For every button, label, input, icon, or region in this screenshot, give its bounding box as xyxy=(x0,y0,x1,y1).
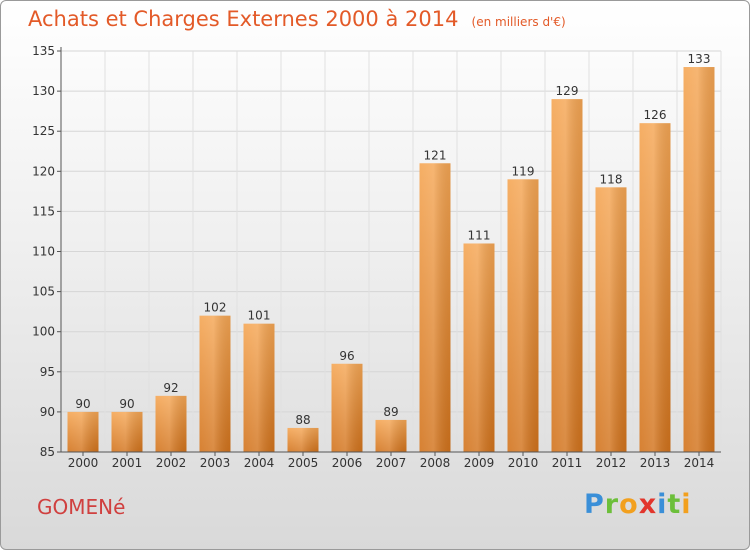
bar-2007 xyxy=(375,419,407,452)
x-tick-label: 2008 xyxy=(420,456,451,470)
logo-letter: r xyxy=(604,489,620,520)
x-tick-label: 2007 xyxy=(376,456,407,470)
y-tick-label: 95 xyxy=(40,365,55,379)
axes: 85 90 95 100 105 110 115 120 125 130 135 2000 2001 20… xyxy=(32,44,721,470)
x-tick-label: 2004 xyxy=(244,456,275,470)
bar-value-label: 96 xyxy=(339,349,354,363)
x-tick-label: 2011 xyxy=(552,456,583,470)
bar-2004 xyxy=(243,323,275,452)
chart-subtitle: (en milliers d'€) xyxy=(471,15,566,29)
logo-letter: P xyxy=(584,489,605,520)
bar-value-label: 121 xyxy=(424,148,447,162)
y-tick-label: 130 xyxy=(32,84,55,98)
bar-shade xyxy=(111,411,143,452)
bar-shade xyxy=(507,179,539,452)
bar-2003 xyxy=(199,315,231,452)
bar-2010 xyxy=(507,179,539,452)
y-tick-label: 100 xyxy=(32,325,55,339)
bar-shade xyxy=(67,411,99,452)
x-tick-label: 2012 xyxy=(596,456,627,470)
x-tick-label: 2005 xyxy=(288,456,319,470)
bars-group xyxy=(67,67,715,453)
x-tick-label: 2009 xyxy=(464,456,495,470)
bar-2005 xyxy=(287,427,319,452)
y-tick-label: 125 xyxy=(32,124,55,138)
logo-letter: i xyxy=(657,489,668,520)
bar-2008 xyxy=(419,163,451,452)
bar-value-label: 102 xyxy=(204,301,227,315)
bar-value-label: 129 xyxy=(556,84,579,98)
proxiti-logo: Proxiti xyxy=(584,489,692,520)
logo-letter: x xyxy=(638,489,658,520)
bar-shade xyxy=(331,363,363,452)
y-tick-label: 105 xyxy=(32,285,55,299)
x-tick-label: 2001 xyxy=(112,456,143,470)
chart-title: Achats et Charges Externes 2000 à 2014 xyxy=(28,7,459,31)
chart-title-block: Achats et Charges Externes 2000 à 2014 (… xyxy=(28,7,566,31)
x-tick-label: 2002 xyxy=(156,456,187,470)
x-tick-label: 2000 xyxy=(68,456,99,470)
bar-value-label: 126 xyxy=(644,108,667,122)
bar-shade xyxy=(683,67,715,452)
bar-2011 xyxy=(551,99,583,453)
x-tick-label: 2010 xyxy=(508,456,539,470)
bar-2001 xyxy=(111,411,143,452)
bar-shade xyxy=(287,427,319,452)
y-tick-label: 120 xyxy=(32,164,55,178)
bar-value-label: 90 xyxy=(75,397,90,411)
y-tick-label: 110 xyxy=(32,245,55,259)
bar-value-label: 118 xyxy=(600,172,623,186)
bar-2013 xyxy=(639,123,671,453)
bar-shade xyxy=(419,163,451,452)
bar-2009 xyxy=(463,243,495,452)
y-tick-label: 135 xyxy=(32,44,55,58)
bar-shade xyxy=(155,395,187,452)
bar-value-label: 92 xyxy=(163,381,178,395)
bar-value-label: 119 xyxy=(512,164,535,178)
y-tick-label: 115 xyxy=(32,204,55,218)
bar-shade xyxy=(463,243,495,452)
bar-2014 xyxy=(683,67,715,452)
bar-2006 xyxy=(331,363,363,452)
bar-shade xyxy=(639,123,671,453)
bar-shade xyxy=(199,315,231,452)
place-name: GOMENé xyxy=(37,495,126,519)
bar-value-label: 111 xyxy=(468,228,491,242)
labels-group: 90 90 92 102 101 88 96 89 121 111 119 129 118 126 133 xyxy=(75,52,710,427)
bar-shade xyxy=(375,419,407,452)
bar-shade xyxy=(243,323,275,452)
bar-value-label: 88 xyxy=(295,413,310,427)
bar-value-label: 133 xyxy=(688,52,711,66)
bar-2002 xyxy=(155,395,187,452)
bar-shade xyxy=(595,187,627,452)
bar-value-label: 89 xyxy=(383,405,398,419)
bar-shade xyxy=(551,99,583,453)
bar-2000 xyxy=(67,411,99,452)
x-tick-label: 2003 xyxy=(200,456,231,470)
bar-2012 xyxy=(595,187,627,452)
y-tick-label: 85 xyxy=(40,445,55,459)
x-tick-label: 2013 xyxy=(640,456,671,470)
y-tick-label: 90 xyxy=(40,405,55,419)
logo-letter: i xyxy=(681,489,692,520)
x-tick-label: 2014 xyxy=(684,456,715,470)
x-tick-label: 2006 xyxy=(332,456,363,470)
bar-value-label: 101 xyxy=(248,309,271,323)
logo-letter: o xyxy=(619,489,639,520)
bar-value-label: 90 xyxy=(119,397,134,411)
logo-letter: t xyxy=(667,489,682,520)
